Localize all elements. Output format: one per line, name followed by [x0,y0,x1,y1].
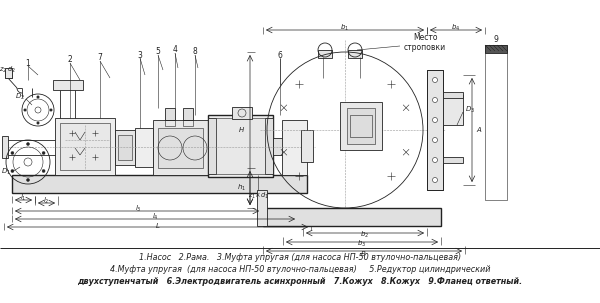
Bar [427,70,443,190]
Bar [115,130,135,165]
Bar [12,175,307,193]
Circle shape [433,158,437,162]
Bar [273,138,291,155]
Circle shape [26,142,29,145]
Bar [165,120,175,126]
Text: 4: 4 [173,45,178,55]
Text: 6: 6 [278,51,283,59]
Text: $l_1$: $l_1$ [20,193,26,203]
Text: 8: 8 [193,48,197,56]
Bar [301,130,313,162]
Circle shape [24,109,26,111]
Text: $H$: $H$ [238,125,245,135]
Bar [60,123,110,170]
Text: 2: 2 [68,55,73,65]
Text: Место: Место [413,34,437,42]
Text: 1.Насос   2.Рама.   3.Муфта упругая (для насоса НП-50 втулочно-пальцевая): 1.Насос 2.Рама. 3.Муфта упругая (для нас… [139,254,461,262]
Bar [257,190,267,226]
Text: $b_1$: $b_1$ [340,23,350,33]
Bar [118,135,132,160]
Text: $A$: $A$ [476,125,482,135]
Bar [443,92,463,98]
Text: 4.Муфта упругая  (для насоса НП-50 втулочно-пальцевая)     5.Редуктор цилиндриче: 4.Муфта упругая (для насоса НП-50 втулоч… [110,265,490,274]
Bar [347,108,375,144]
Text: $z_1{\times}d_1$: $z_1{\times}d_1$ [248,191,268,201]
Text: $b_3$: $b_3$ [358,239,367,249]
Bar [55,118,115,175]
Text: $B$: $B$ [360,248,366,258]
Text: $l_4$: $l_4$ [152,212,158,222]
Bar [443,157,463,163]
Bar [232,107,252,119]
Circle shape [433,178,437,182]
Bar [318,50,332,58]
Bar [282,120,307,175]
Bar [153,120,208,175]
Circle shape [433,118,437,122]
Bar [5,68,12,78]
Bar [263,208,441,226]
Circle shape [433,98,437,102]
Bar [291,142,301,152]
Text: $L$: $L$ [155,221,161,229]
Circle shape [433,78,437,82]
Text: $b_2$: $b_2$ [361,230,370,240]
Bar [183,108,193,120]
Bar [265,118,273,174]
Bar [348,50,362,58]
Text: $h_1$: $h_1$ [238,183,247,193]
Circle shape [37,96,39,98]
Text: $D_2$: $D_2$ [15,92,25,102]
Circle shape [42,169,45,172]
Bar [485,45,507,53]
Text: 9: 9 [494,35,499,44]
Bar [427,70,443,190]
Text: $D_3$: $D_3$ [465,105,475,115]
Text: $l_3$: $l_3$ [134,204,142,214]
Text: $D_1$: $D_1$ [1,167,11,177]
Bar [208,118,216,174]
Bar [2,136,8,158]
Text: строповки: строповки [404,42,446,52]
Bar [165,108,175,120]
Text: $z_2{\cdot}d_2$: $z_2{\cdot}d_2$ [0,65,17,75]
Bar [53,80,83,90]
Circle shape [26,178,29,181]
Text: двухступенчатый   6.Электродвигатель асинхронный   7.Кожух   8.Кожух   9.Фланец : двухступенчатый 6.Электродвигатель асинх… [77,277,523,285]
Circle shape [50,109,52,111]
Circle shape [42,152,45,155]
Bar [183,120,193,126]
Circle shape [11,152,14,155]
Text: 1: 1 [26,58,31,68]
Circle shape [433,138,437,142]
Bar [208,115,273,177]
Bar [485,45,507,200]
Text: 5: 5 [155,48,160,56]
Bar [135,128,153,167]
Bar [216,118,265,174]
Bar [340,102,382,150]
Bar [350,115,372,137]
Circle shape [11,169,14,172]
Text: $l_2$: $l_2$ [43,196,49,206]
Bar [443,95,463,125]
Text: 3: 3 [137,51,142,59]
Text: $b_4$: $b_4$ [451,23,461,33]
Bar [158,128,203,168]
Circle shape [37,122,39,124]
Text: 7: 7 [98,54,103,62]
